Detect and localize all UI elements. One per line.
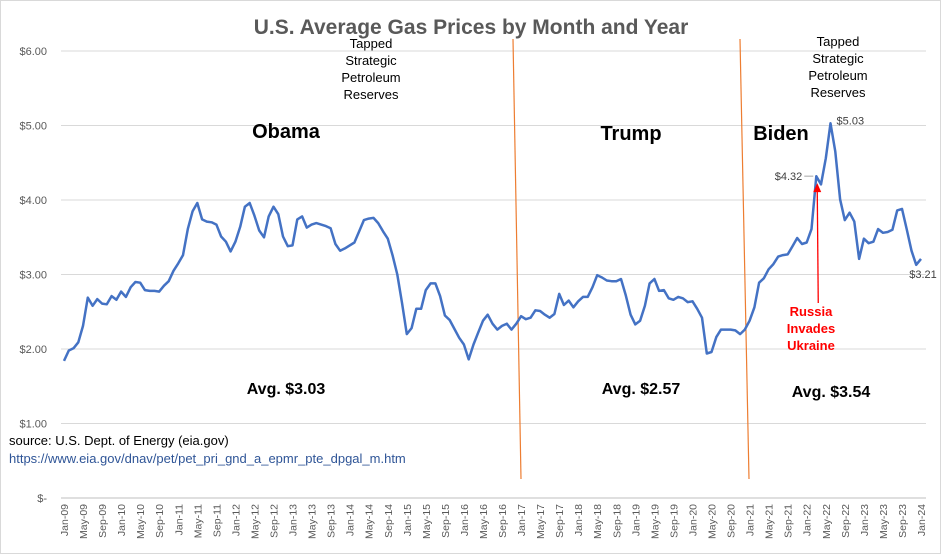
annotation-spr-2: Tapped Strategic Petroleum Reserves bbox=[788, 33, 888, 101]
y-tick-label: $4.00 bbox=[19, 195, 47, 207]
x-tick-label: Jan-12 bbox=[230, 504, 242, 536]
x-tick-label: May-21 bbox=[764, 504, 776, 539]
x-tick-label: Sep-14 bbox=[383, 504, 395, 538]
x-tick-label: Jan-24 bbox=[916, 504, 928, 536]
spr-1-line: Tapped bbox=[349, 36, 393, 51]
russia-line: Russia bbox=[789, 304, 833, 319]
spr-1-line: Strategic bbox=[345, 53, 397, 68]
divider-line-2021 bbox=[739, 38, 750, 480]
x-tick-label: Sep-12 bbox=[268, 504, 280, 538]
x-tick-label: Sep-21 bbox=[783, 504, 795, 538]
avg-biden: Avg. $3.54 bbox=[791, 384, 871, 401]
y-tick-label: $6.00 bbox=[19, 46, 47, 58]
annotation-russia: Russia Invades Ukraine bbox=[771, 303, 851, 354]
russia-line: Invades bbox=[786, 321, 836, 336]
x-tick-label: Sep-10 bbox=[154, 504, 166, 538]
x-tick-label: Jan-10 bbox=[116, 504, 128, 536]
x-tick-label: Jan-16 bbox=[459, 504, 471, 536]
avg-trump: Avg. $2.57 bbox=[601, 381, 681, 398]
x-tick-label: Jan-13 bbox=[288, 504, 300, 536]
x-tick-label: Sep-16 bbox=[497, 504, 509, 538]
x-tick-label: Sep-20 bbox=[726, 504, 738, 538]
label-obama: Obama bbox=[252, 121, 320, 143]
russia-arrow-line bbox=[816, 190, 819, 304]
x-tick-label: May-15 bbox=[421, 504, 433, 539]
x-tick-label: May-17 bbox=[535, 504, 547, 539]
y-tick-label: $5.00 bbox=[19, 121, 47, 133]
x-tick-label: May-12 bbox=[249, 504, 261, 539]
x-tick-label: Jan-14 bbox=[345, 504, 357, 536]
y-tick-label: $2.00 bbox=[19, 344, 47, 356]
y-tick-label: $3.00 bbox=[19, 270, 47, 282]
x-tick-label: May-10 bbox=[135, 504, 147, 539]
x-tick-label: May-13 bbox=[307, 504, 319, 539]
x-tick-label: Jan-09 bbox=[59, 504, 71, 536]
divider-line-2017 bbox=[512, 38, 522, 480]
x-tick-label: Sep-17 bbox=[554, 504, 566, 538]
avg-obama: Avg. $3.03 bbox=[246, 381, 326, 398]
x-tick-label: May-16 bbox=[478, 504, 490, 539]
x-tick-label: Sep-13 bbox=[326, 504, 338, 538]
spr-1-line: Reserves bbox=[343, 87, 399, 102]
spr-2-line: Tapped bbox=[816, 34, 860, 49]
y-tick-label: $- bbox=[37, 493, 47, 505]
data-label: $5.03 bbox=[837, 115, 865, 127]
annotation-spr-1: Tapped Strategic Petroleum Reserves bbox=[321, 35, 421, 103]
x-tick-label: Sep-11 bbox=[211, 504, 223, 537]
x-tick-label: Sep-15 bbox=[440, 504, 452, 538]
x-tick-label: Jan-23 bbox=[859, 504, 871, 536]
x-tick-label: Jan-22 bbox=[802, 504, 814, 536]
x-tick-label: May-20 bbox=[707, 504, 719, 539]
price-line bbox=[62, 122, 922, 362]
source-text: source: U.S. Dept. of Energy (eia.gov) bbox=[9, 433, 229, 448]
spr-2-line: Strategic bbox=[812, 51, 864, 66]
spr-2-line: Petroleum bbox=[808, 68, 868, 83]
x-tick-label: May-09 bbox=[78, 504, 90, 539]
x-tick-label: Jan-18 bbox=[573, 504, 585, 536]
chart-title: U.S. Average Gas Prices by Month and Yea… bbox=[254, 16, 689, 39]
label-trump: Trump bbox=[600, 123, 662, 145]
x-tick-label: May-23 bbox=[878, 504, 890, 539]
x-tick-label: Sep-18 bbox=[611, 504, 623, 538]
x-tick-label: May-18 bbox=[592, 504, 604, 539]
x-tick-label: May-11 bbox=[192, 504, 204, 538]
data-label: $3.21 bbox=[909, 269, 937, 281]
x-tick-label: May-19 bbox=[649, 504, 661, 539]
x-tick-label: May-22 bbox=[821, 504, 833, 539]
x-tick-label: May-14 bbox=[364, 504, 376, 539]
x-tick-label: Jan-19 bbox=[630, 504, 642, 536]
source-link[interactable]: https://www.eia.gov/dnav/pet/pet_pri_gnd… bbox=[9, 451, 406, 466]
russia-line: Ukraine bbox=[787, 338, 835, 353]
spr-1-line: Petroleum bbox=[341, 70, 401, 85]
y-tick-label: $1.00 bbox=[19, 419, 47, 431]
x-tick-label: Sep-22 bbox=[840, 504, 852, 538]
x-tick-label: Jan-15 bbox=[402, 504, 414, 536]
data-label: $4.32 bbox=[775, 171, 803, 183]
spr-2-line: Reserves bbox=[810, 85, 866, 100]
label-biden: Biden bbox=[753, 123, 809, 145]
x-tick-label: Jan-21 bbox=[745, 504, 757, 536]
arrow-head-icon bbox=[813, 183, 822, 193]
x-tick-label: Sep-23 bbox=[897, 504, 909, 538]
x-tick-label: Sep-19 bbox=[668, 504, 680, 538]
x-tick-label: Jan-20 bbox=[687, 504, 699, 536]
x-tick-label: Jan-11 bbox=[173, 504, 185, 535]
x-tick-label: Jan-17 bbox=[516, 504, 528, 536]
x-tick-label: Sep-09 bbox=[97, 504, 109, 538]
